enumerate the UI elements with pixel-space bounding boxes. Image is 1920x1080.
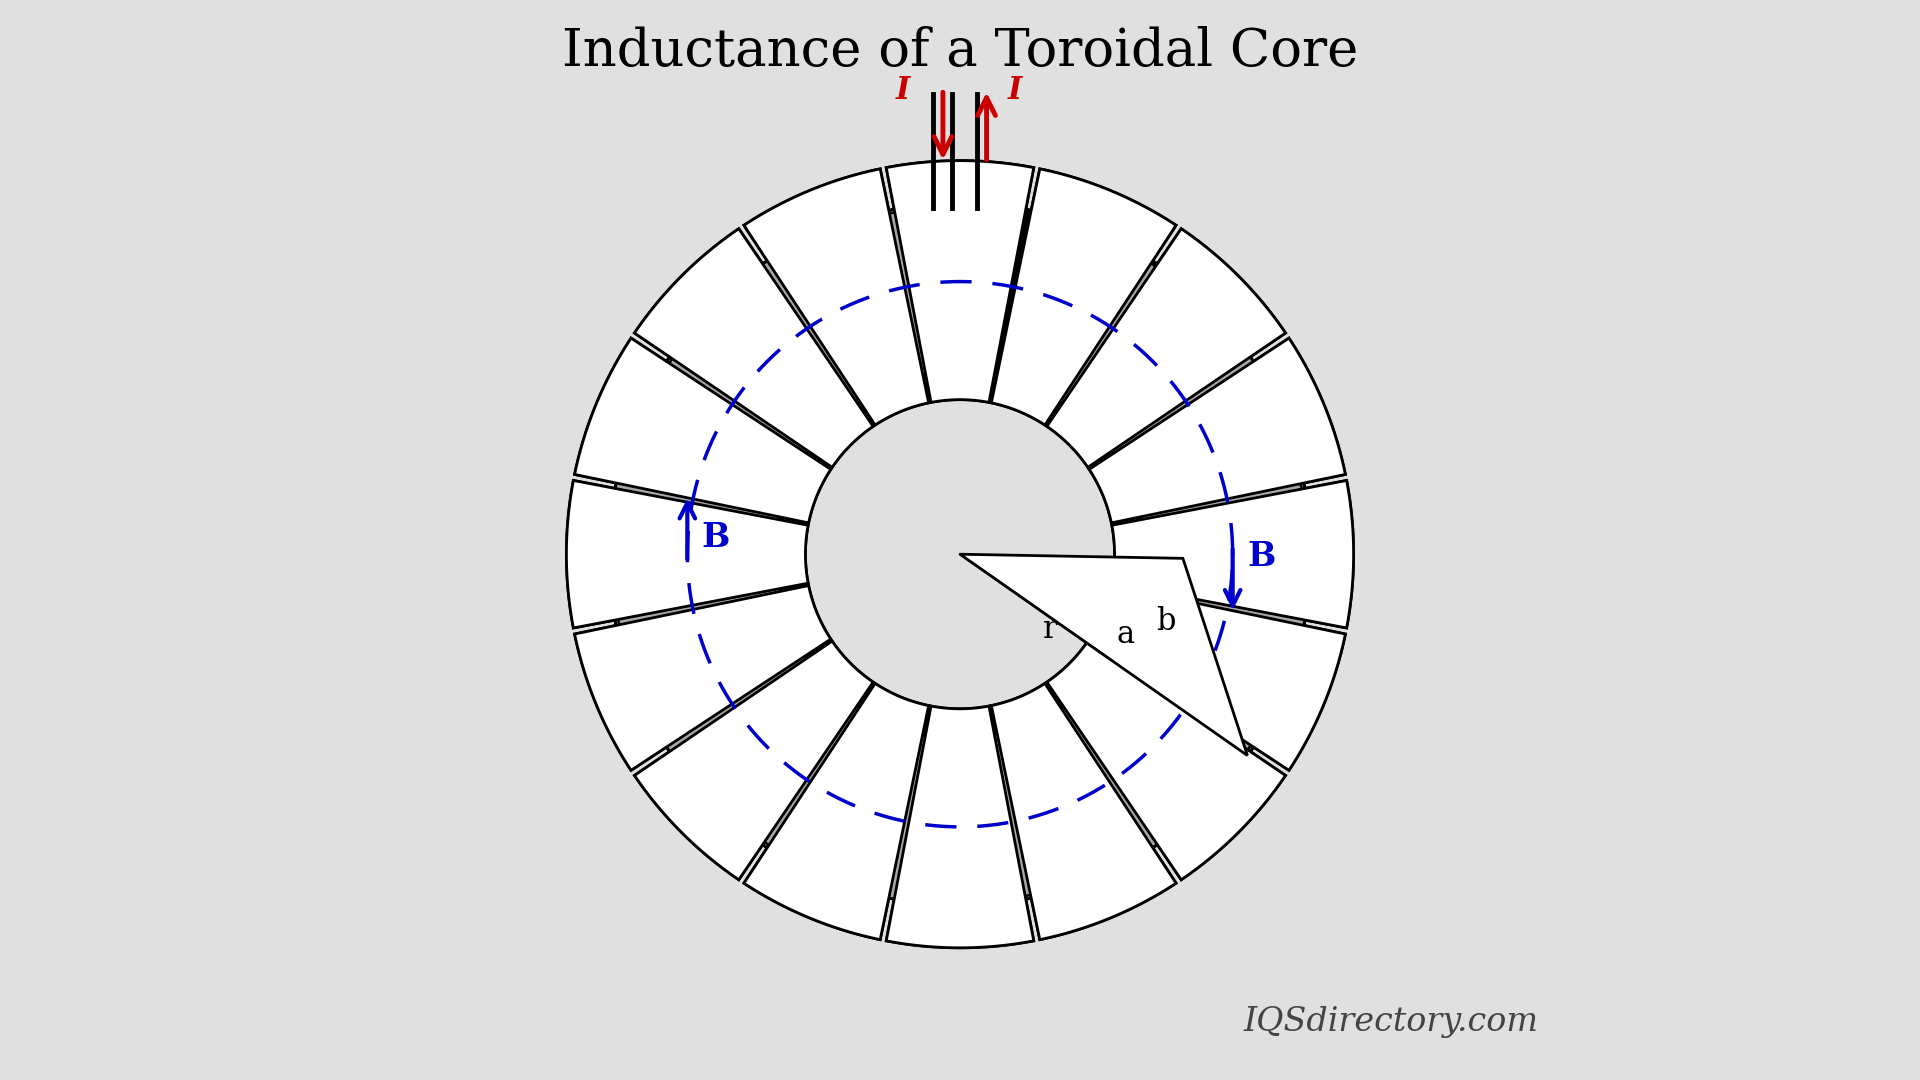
Polygon shape <box>574 338 831 523</box>
Polygon shape <box>1046 642 1286 880</box>
Polygon shape <box>566 481 808 627</box>
Polygon shape <box>611 204 1309 904</box>
Text: b: b <box>1156 606 1175 637</box>
Polygon shape <box>611 204 1309 904</box>
Polygon shape <box>609 203 1311 905</box>
Polygon shape <box>887 161 1033 403</box>
Text: I: I <box>895 75 910 106</box>
Polygon shape <box>634 642 874 880</box>
Polygon shape <box>611 204 1309 904</box>
Polygon shape <box>611 204 1309 904</box>
Text: a: a <box>1116 620 1135 650</box>
Polygon shape <box>634 229 874 468</box>
Text: IQSdirectory.com: IQSdirectory.com <box>1244 1005 1538 1038</box>
Polygon shape <box>634 642 874 880</box>
Polygon shape <box>887 161 1033 403</box>
Polygon shape <box>1046 642 1286 880</box>
Polygon shape <box>611 204 1309 904</box>
Polygon shape <box>1089 338 1346 523</box>
Text: B: B <box>1246 540 1275 572</box>
Polygon shape <box>743 168 929 426</box>
Polygon shape <box>574 585 831 770</box>
Polygon shape <box>991 684 1177 940</box>
Polygon shape <box>1112 481 1354 627</box>
Polygon shape <box>887 706 1033 948</box>
Polygon shape <box>611 204 1309 904</box>
Polygon shape <box>1089 338 1346 523</box>
Polygon shape <box>1046 229 1286 468</box>
Text: r: r <box>1043 613 1058 645</box>
Polygon shape <box>1046 229 1286 468</box>
Polygon shape <box>743 684 929 940</box>
Polygon shape <box>634 229 874 468</box>
Polygon shape <box>1089 585 1346 770</box>
Polygon shape <box>611 204 1309 904</box>
Polygon shape <box>611 204 1309 904</box>
Polygon shape <box>574 585 831 770</box>
Text: I: I <box>1008 75 1021 106</box>
Polygon shape <box>1112 481 1354 627</box>
Text: B: B <box>701 521 730 554</box>
Polygon shape <box>611 204 1309 904</box>
Polygon shape <box>991 684 1177 940</box>
Polygon shape <box>611 204 1309 904</box>
Polygon shape <box>566 481 808 627</box>
Polygon shape <box>960 554 1248 756</box>
Polygon shape <box>611 204 1309 904</box>
Polygon shape <box>743 168 929 426</box>
Polygon shape <box>611 204 1309 904</box>
Polygon shape <box>574 338 831 523</box>
Text: Inductance of a Toroidal Core: Inductance of a Toroidal Core <box>563 26 1357 77</box>
Polygon shape <box>991 168 1177 426</box>
Polygon shape <box>743 684 929 940</box>
Polygon shape <box>611 204 1309 904</box>
Polygon shape <box>611 204 1309 904</box>
Polygon shape <box>991 168 1177 426</box>
Polygon shape <box>611 204 1309 904</box>
Polygon shape <box>611 204 1309 904</box>
Polygon shape <box>1089 585 1346 770</box>
Polygon shape <box>887 706 1033 948</box>
